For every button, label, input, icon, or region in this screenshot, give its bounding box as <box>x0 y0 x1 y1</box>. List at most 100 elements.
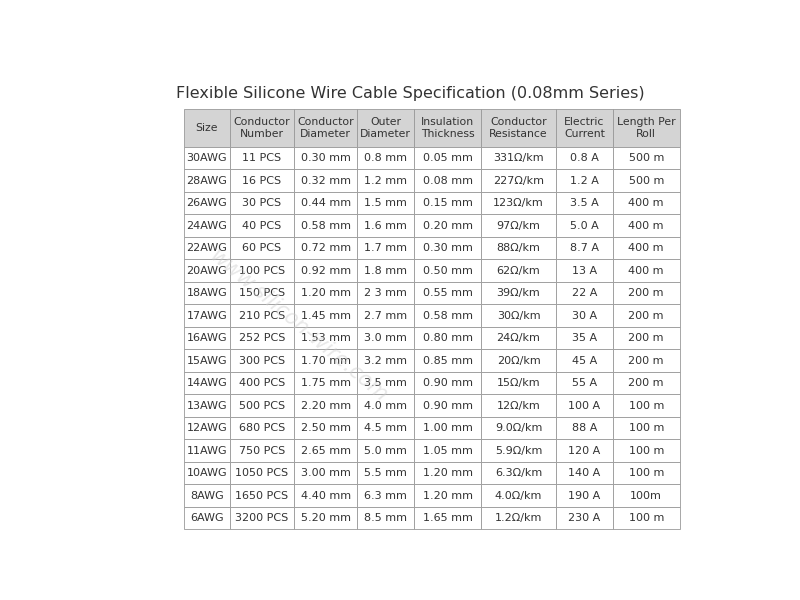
Bar <box>230 439 294 462</box>
Bar <box>556 439 613 462</box>
Text: 300 PCS: 300 PCS <box>239 356 285 365</box>
Text: 0.30 mm: 0.30 mm <box>422 243 473 253</box>
Text: 2.7 mm: 2.7 mm <box>364 311 407 320</box>
Text: 35 A: 35 A <box>572 333 597 343</box>
Bar <box>556 372 613 394</box>
Text: 0.72 mm: 0.72 mm <box>301 243 350 253</box>
Bar <box>414 147 481 169</box>
Bar <box>556 259 613 282</box>
Bar <box>414 304 481 327</box>
Bar <box>358 214 414 237</box>
Text: 8.7 A: 8.7 A <box>570 243 599 253</box>
Text: 400 m: 400 m <box>629 198 664 208</box>
Text: 400 m: 400 m <box>629 266 664 275</box>
Text: Conductor
Number: Conductor Number <box>234 116 290 139</box>
Bar <box>230 259 294 282</box>
Bar <box>184 372 230 394</box>
Bar <box>556 214 613 237</box>
Bar <box>414 282 481 304</box>
Text: 100m: 100m <box>630 491 662 500</box>
Bar <box>294 282 358 304</box>
Bar <box>613 109 680 147</box>
Text: 1.70 mm: 1.70 mm <box>301 356 350 365</box>
Bar <box>184 169 230 192</box>
Text: 252 PCS: 252 PCS <box>239 333 286 343</box>
Bar <box>230 214 294 237</box>
Bar <box>294 214 358 237</box>
Bar <box>184 214 230 237</box>
Bar <box>481 169 556 192</box>
Bar <box>294 147 358 169</box>
Text: 11AWG: 11AWG <box>186 446 227 455</box>
Bar <box>358 372 414 394</box>
Text: 0.90 mm: 0.90 mm <box>422 378 473 388</box>
Bar <box>556 417 613 439</box>
Bar <box>184 462 230 484</box>
Bar <box>556 349 613 372</box>
Bar <box>481 417 556 439</box>
Bar <box>294 372 358 394</box>
Bar <box>613 327 680 349</box>
Text: 100 A: 100 A <box>568 401 601 410</box>
Bar <box>230 349 294 372</box>
Text: 13AWG: 13AWG <box>186 401 227 410</box>
Text: 123Ω/km: 123Ω/km <box>493 198 544 208</box>
Bar <box>230 394 294 417</box>
Text: Electric
Current: Electric Current <box>564 116 605 139</box>
Text: 230 A: 230 A <box>568 513 601 523</box>
Bar <box>358 439 414 462</box>
Bar <box>414 237 481 259</box>
Text: 15AWG: 15AWG <box>186 356 227 365</box>
Text: 750 PCS: 750 PCS <box>239 446 285 455</box>
Text: 1.53 mm: 1.53 mm <box>301 333 350 343</box>
Bar <box>414 394 481 417</box>
Bar <box>481 214 556 237</box>
Text: 100 m: 100 m <box>629 513 664 523</box>
Text: 0.50 mm: 0.50 mm <box>422 266 473 275</box>
Bar <box>230 507 294 529</box>
Text: 0.20 mm: 0.20 mm <box>422 221 473 230</box>
Bar <box>481 439 556 462</box>
Text: 200 m: 200 m <box>629 378 664 388</box>
Text: 11 PCS: 11 PCS <box>242 153 282 163</box>
Bar <box>230 462 294 484</box>
Text: 1.45 mm: 1.45 mm <box>301 311 350 320</box>
Bar <box>613 192 680 214</box>
Text: 3200 PCS: 3200 PCS <box>235 513 289 523</box>
Text: 200 m: 200 m <box>629 356 664 365</box>
Text: 1050 PCS: 1050 PCS <box>235 468 289 478</box>
Text: www.silicon-wire.com: www.silicon-wire.com <box>206 246 391 406</box>
Text: 1.2Ω/km: 1.2Ω/km <box>495 513 542 523</box>
Text: 400 PCS: 400 PCS <box>239 378 285 388</box>
Text: 2.65 mm: 2.65 mm <box>301 446 350 455</box>
Bar <box>481 349 556 372</box>
Bar <box>414 372 481 394</box>
Text: 500 m: 500 m <box>629 176 664 185</box>
Bar <box>294 394 358 417</box>
Text: 120 A: 120 A <box>568 446 601 455</box>
Text: Conductor
Resistance: Conductor Resistance <box>490 116 548 139</box>
Text: 1.8 mm: 1.8 mm <box>364 266 407 275</box>
Bar <box>230 304 294 327</box>
Bar <box>230 147 294 169</box>
Bar <box>230 372 294 394</box>
Bar <box>414 439 481 462</box>
Text: 100 m: 100 m <box>629 468 664 478</box>
Bar <box>613 372 680 394</box>
Text: 10AWG: 10AWG <box>186 468 227 478</box>
Text: 1.2 A: 1.2 A <box>570 176 598 185</box>
Text: 1.6 mm: 1.6 mm <box>364 221 407 230</box>
Bar <box>184 507 230 529</box>
Bar <box>358 484 414 507</box>
Bar <box>613 439 680 462</box>
Text: 45 A: 45 A <box>572 356 597 365</box>
Bar <box>613 394 680 417</box>
Text: 3.2 mm: 3.2 mm <box>364 356 407 365</box>
Text: 5.0 mm: 5.0 mm <box>364 446 407 455</box>
Bar <box>613 282 680 304</box>
Bar <box>481 237 556 259</box>
Text: 0.90 mm: 0.90 mm <box>422 401 473 410</box>
Bar <box>481 507 556 529</box>
Text: 0.92 mm: 0.92 mm <box>301 266 350 275</box>
Text: 40 PCS: 40 PCS <box>242 221 282 230</box>
